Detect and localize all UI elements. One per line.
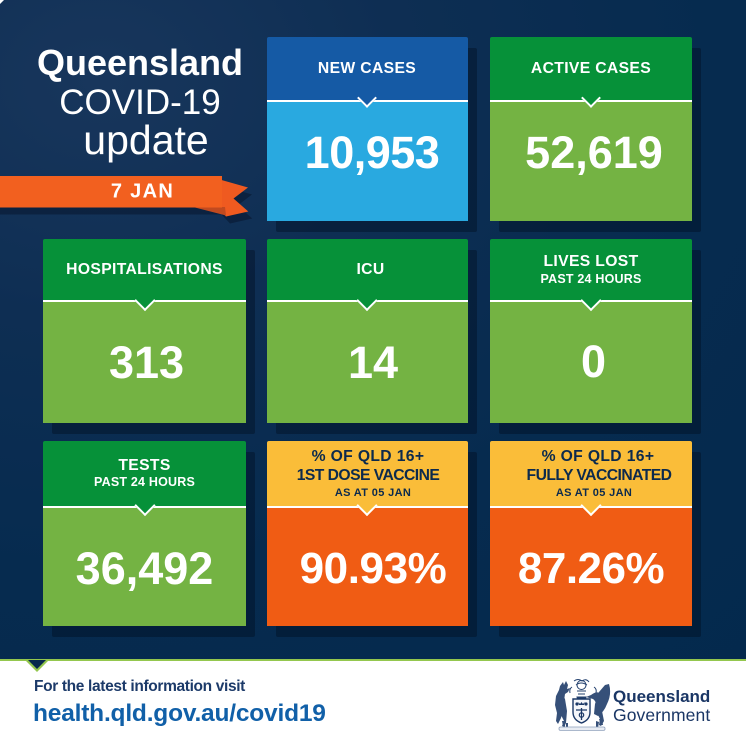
svg-text:7 JAN: 7 JAN — [111, 181, 174, 203]
